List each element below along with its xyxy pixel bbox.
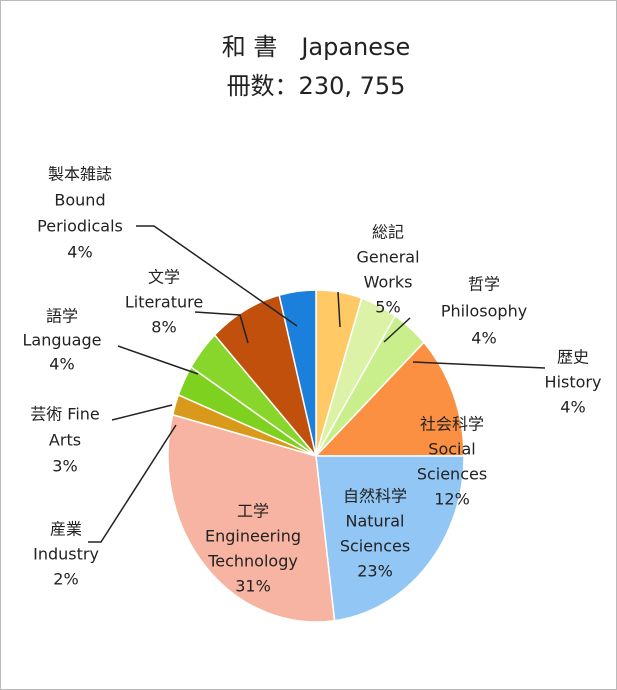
slice-label: 語学 <box>46 307 78 326</box>
pie-slice <box>315 455 465 622</box>
slice-label: Social <box>428 440 475 459</box>
slice-label: 歴史 <box>557 348 589 367</box>
slice-label: Bound <box>54 191 105 210</box>
slice-label: Works <box>364 273 413 292</box>
slice-label: 総記 <box>372 223 404 242</box>
leader-line <box>88 424 177 543</box>
slice-label: Sciences <box>417 465 487 484</box>
leader-line <box>111 404 173 421</box>
slice-label: 産業 <box>50 520 82 539</box>
leader-line <box>117 345 199 375</box>
value-label: 4% <box>67 243 92 262</box>
slice-label: 工学 <box>237 502 269 521</box>
slice-label: 自然科学 <box>343 487 407 506</box>
slice-label: Periodicals <box>37 217 123 236</box>
pie-slice <box>314 341 465 457</box>
value-label: 2% <box>53 570 78 589</box>
slice-label: Natural <box>345 512 404 531</box>
value-label: 4% <box>49 355 74 374</box>
leader-line <box>337 291 341 328</box>
value-label: 23% <box>357 562 393 581</box>
pie-slice <box>278 289 317 457</box>
value-label: 12% <box>434 490 470 509</box>
slice-label: General <box>356 248 419 267</box>
slice-label: Technology <box>207 552 298 571</box>
slice-label: Language <box>23 331 102 350</box>
slice-label: History <box>545 373 602 392</box>
slice-label: Industry <box>33 545 99 564</box>
leader-line <box>194 311 249 344</box>
slice-label: 哲学 <box>468 275 500 294</box>
value-label: 4% <box>560 398 585 417</box>
slice-label: Sciences <box>340 537 410 556</box>
value-label: 5% <box>375 298 400 317</box>
value-label: 31% <box>235 577 271 596</box>
leader-line <box>383 317 411 343</box>
value-label: 8% <box>151 318 176 337</box>
leader-line <box>136 225 298 327</box>
slice-label: Philosophy <box>441 302 527 321</box>
chart-title: 和 書 Japanese <box>222 33 411 61</box>
value-label: 4% <box>471 329 496 348</box>
slice-label: 社会科学 <box>420 415 484 434</box>
slice-label: 芸術 Fine <box>30 405 100 424</box>
slice-label: 製本雑誌 <box>48 165 112 184</box>
slice-label: 文学 <box>148 268 180 287</box>
slice-label: Arts <box>49 431 81 450</box>
leader-line <box>412 361 546 369</box>
value-label: 3% <box>52 457 77 476</box>
slice-label: Literature <box>125 293 203 312</box>
slice-label: Engineering <box>205 527 301 546</box>
chart-subtitle: 冊数：230, 755 <box>227 72 406 100</box>
pie-slice <box>167 413 336 623</box>
